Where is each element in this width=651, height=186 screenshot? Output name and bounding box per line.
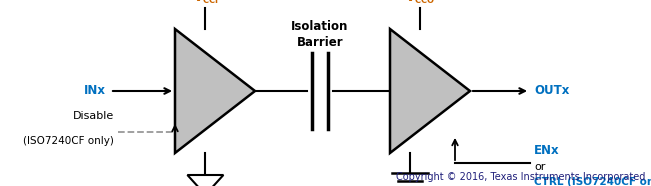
Polygon shape <box>187 175 223 186</box>
Text: V$_{\mathregular{CCI}}$: V$_{\mathregular{CCI}}$ <box>193 0 218 6</box>
Text: Disable: Disable <box>73 111 114 121</box>
Text: INx: INx <box>84 84 106 97</box>
Text: ENx: ENx <box>534 145 560 158</box>
Text: V$_{\mathregular{CCO}}$: V$_{\mathregular{CCO}}$ <box>406 0 436 6</box>
Text: (ISO7240CF only): (ISO7240CF only) <box>23 136 114 146</box>
Text: OUTx: OUTx <box>534 84 570 97</box>
Text: CTRL (ISO7240CF only): CTRL (ISO7240CF only) <box>534 177 651 186</box>
Text: Isolation
Barrier: Isolation Barrier <box>291 20 349 49</box>
Text: or: or <box>534 162 546 172</box>
Text: Copyright © 2016, Texas Instruments Incorporated: Copyright © 2016, Texas Instruments Inco… <box>396 172 645 182</box>
Polygon shape <box>390 29 470 153</box>
Polygon shape <box>175 29 255 153</box>
